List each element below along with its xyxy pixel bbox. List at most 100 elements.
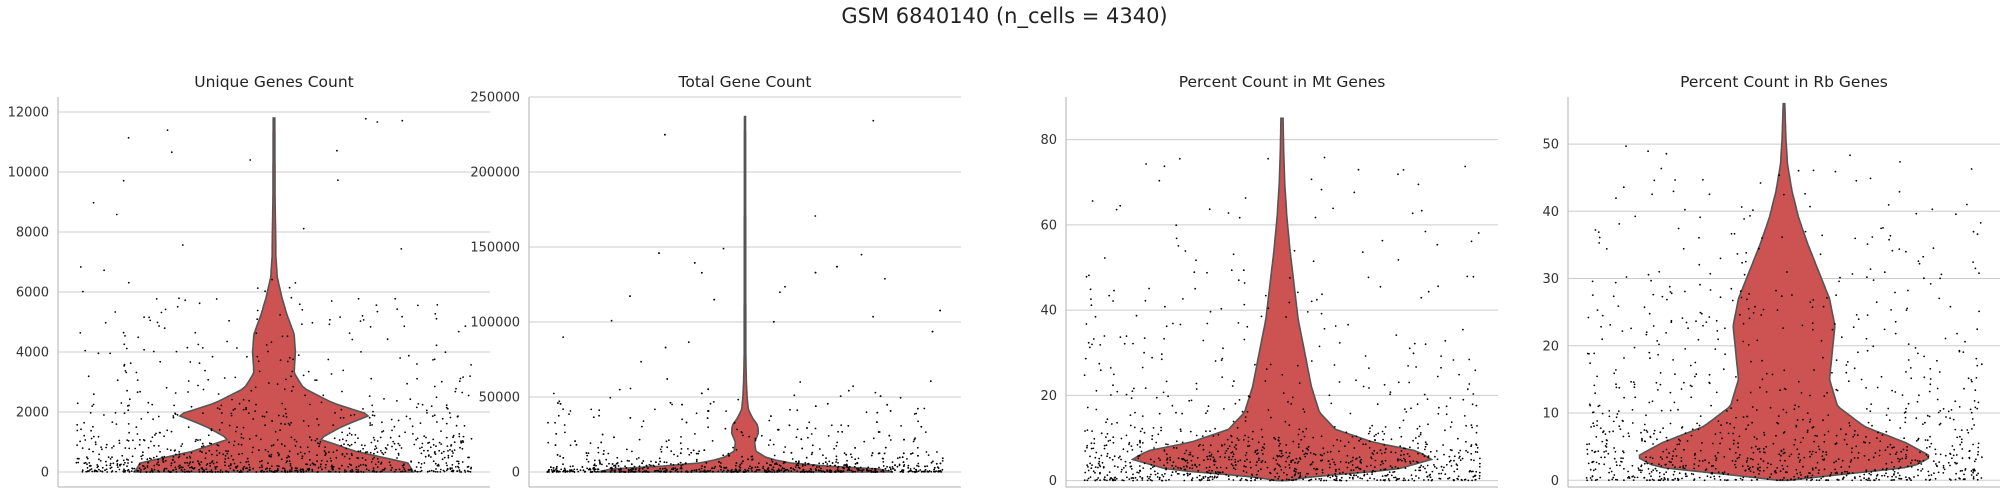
data-point <box>1934 448 1937 451</box>
data-point <box>345 447 348 450</box>
data-point <box>550 466 552 468</box>
data-point <box>430 405 433 407</box>
data-point <box>1715 459 1717 462</box>
data-point <box>1660 477 1663 480</box>
data-point <box>210 429 213 432</box>
data-point <box>794 466 797 468</box>
data-point <box>756 466 759 468</box>
data-point <box>303 452 306 455</box>
data-point <box>240 433 243 435</box>
data-point <box>1356 471 1359 474</box>
data-point <box>187 464 190 467</box>
data-point <box>1895 476 1897 478</box>
data-point <box>557 402 559 404</box>
data-point <box>155 298 158 300</box>
data-point <box>1971 380 1973 383</box>
data-point <box>1347 441 1350 444</box>
data-point <box>1292 459 1294 462</box>
data-point <box>1670 319 1673 322</box>
data-point <box>771 460 774 463</box>
data-point <box>1434 455 1436 458</box>
data-point <box>177 465 180 468</box>
data-point <box>872 437 875 440</box>
data-point <box>1369 427 1371 429</box>
data-point <box>1811 467 1814 470</box>
data-point <box>1699 311 1702 314</box>
data-point <box>396 308 399 310</box>
data-point <box>433 358 436 361</box>
data-point <box>1134 476 1137 479</box>
data-point <box>1101 461 1104 464</box>
data-point <box>638 465 641 468</box>
data-point <box>318 445 320 448</box>
data-point <box>822 470 825 473</box>
data-point <box>747 458 749 461</box>
data-point <box>1297 443 1300 446</box>
data-point <box>818 448 821 450</box>
data-point <box>1339 460 1342 463</box>
data-point <box>1977 453 1979 456</box>
data-point <box>440 380 443 383</box>
data-point <box>1151 466 1154 468</box>
data-point <box>1242 269 1245 272</box>
data-point <box>1426 464 1429 467</box>
data-point <box>283 445 286 447</box>
data-point <box>1125 335 1128 337</box>
data-point <box>256 309 259 312</box>
data-point <box>569 470 571 473</box>
data-point <box>1850 459 1853 461</box>
data-point <box>365 451 367 454</box>
data-point <box>1785 411 1788 414</box>
data-point <box>401 315 403 318</box>
data-point <box>1694 457 1697 460</box>
data-point <box>1826 391 1828 394</box>
data-point <box>228 465 230 467</box>
data-point <box>1425 471 1428 474</box>
data-point <box>1611 478 1614 481</box>
data-point <box>1476 425 1478 427</box>
data-point <box>1406 453 1409 455</box>
data-point <box>1596 424 1598 427</box>
data-point <box>1250 477 1253 480</box>
data-point <box>1226 438 1229 441</box>
data-point <box>403 468 406 470</box>
data-point <box>1724 353 1726 356</box>
data-point <box>1656 438 1658 441</box>
data-point <box>935 462 938 465</box>
data-point <box>208 442 211 445</box>
y-tick-label: 40 <box>1542 205 1559 220</box>
data-point <box>1478 465 1481 468</box>
data-point <box>709 469 712 472</box>
data-point <box>664 471 667 473</box>
data-point <box>1970 168 1973 170</box>
data-point <box>1656 340 1659 342</box>
data-point <box>445 422 448 425</box>
data-point <box>1457 437 1459 440</box>
data-point <box>397 419 400 422</box>
data-point <box>123 363 126 366</box>
data-point <box>1766 478 1769 480</box>
data-point <box>1089 455 1091 458</box>
data-point <box>1426 475 1429 478</box>
data-point <box>394 297 397 300</box>
data-point <box>1172 446 1175 449</box>
data-point <box>351 470 353 473</box>
data-point <box>1355 466 1357 469</box>
data-point <box>843 452 846 454</box>
data-point <box>76 457 79 460</box>
data-point <box>1750 479 1753 482</box>
data-point <box>1648 312 1651 315</box>
data-point <box>1695 320 1697 323</box>
data-point <box>217 393 220 395</box>
data-point <box>1669 409 1672 412</box>
data-point <box>1739 313 1741 316</box>
data-point <box>1905 250 1907 253</box>
data-point <box>176 305 179 308</box>
data-point <box>1416 427 1419 430</box>
data-point <box>586 454 589 457</box>
data-point <box>1373 478 1376 480</box>
data-point <box>1089 462 1091 465</box>
data-point <box>1786 479 1789 481</box>
data-point <box>601 433 604 436</box>
data-point <box>1087 469 1090 472</box>
